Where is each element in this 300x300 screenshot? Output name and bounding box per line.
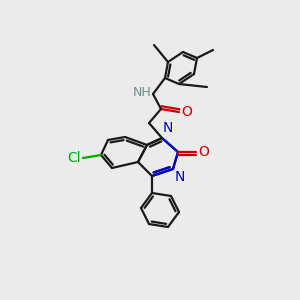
Text: NH: NH	[132, 86, 151, 100]
Text: N: N	[163, 121, 173, 135]
Text: O: O	[198, 145, 209, 159]
Text: N: N	[175, 170, 185, 184]
Text: O: O	[181, 105, 192, 119]
Text: Cl: Cl	[68, 151, 81, 165]
